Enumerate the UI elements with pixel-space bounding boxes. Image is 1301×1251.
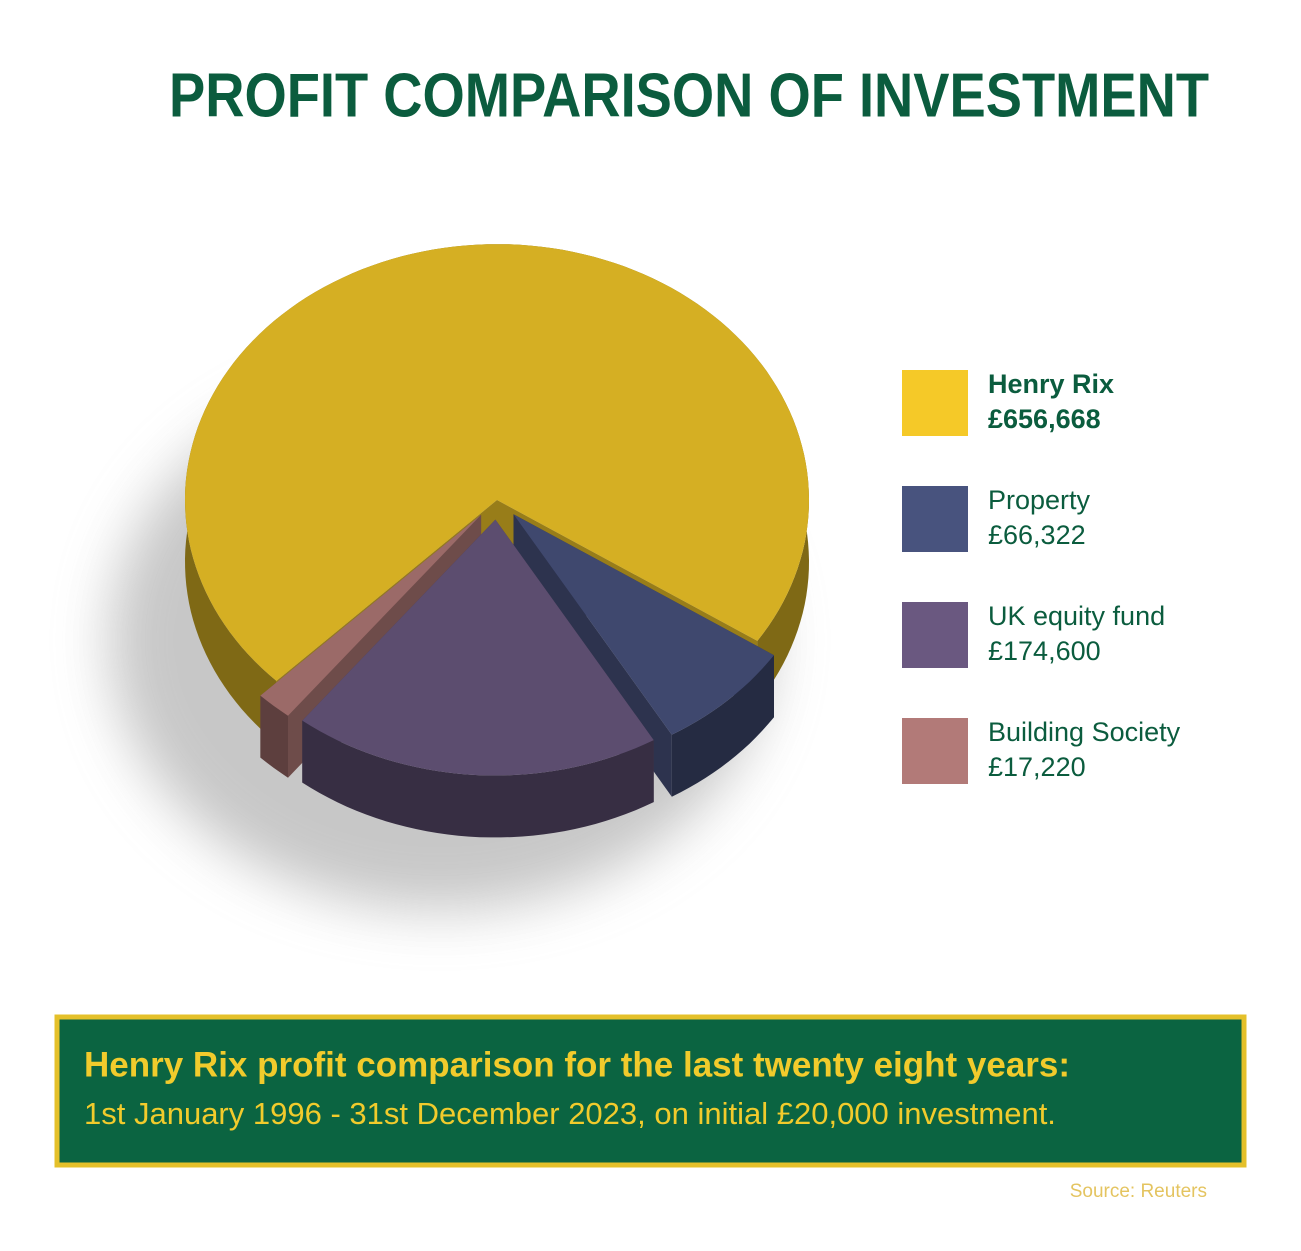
legend-value: £174,600 (988, 636, 1101, 666)
legend: Henry Rix £656,668 Property £66,322 UK equit… (902, 369, 1181, 784)
slice-side (302, 720, 654, 838)
legend-value: £66,322 (988, 520, 1086, 550)
legend-label: Henry Rix (988, 369, 1114, 399)
legend-swatch (902, 602, 968, 668)
legend-label: UK equity fund (988, 601, 1165, 631)
pie (185, 244, 809, 838)
legend-value: £17,220 (988, 752, 1086, 782)
chart-title: PROFIT COMPARISON OF INVESTMENT (169, 61, 1209, 130)
legend-label: Property (988, 485, 1091, 515)
slice-side (185, 244, 809, 743)
source: Source: Reuters (1070, 1181, 1207, 1202)
legend-label: Building Society (988, 717, 1181, 747)
slice-wall (260, 514, 482, 758)
slice-side (671, 655, 774, 797)
slice (185, 244, 809, 681)
legend-swatch (902, 370, 968, 436)
footer-box (54, 1014, 1247, 1168)
slice (302, 519, 654, 776)
footer-text: 1st January 1996 - 31st December 2023, o… (84, 1096, 1056, 1131)
legend-swatch (902, 718, 968, 784)
footer-title: Henry Rix profit comparison for the last… (84, 1045, 1070, 1084)
slice (513, 514, 774, 735)
slice-side (260, 695, 288, 778)
legend-swatch (902, 486, 968, 552)
slice (260, 514, 482, 716)
legend-value: £656,668 (988, 404, 1101, 434)
